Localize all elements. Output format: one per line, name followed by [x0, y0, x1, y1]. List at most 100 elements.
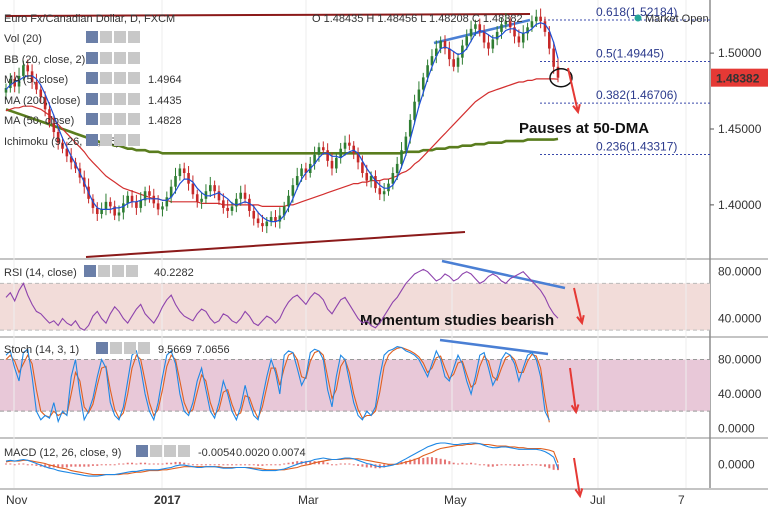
candle-body — [126, 195, 129, 204]
candle-body — [182, 168, 186, 174]
macd-hist-bar — [530, 464, 533, 466]
gear-icon[interactable] — [100, 93, 112, 105]
macd-hist-bar — [257, 464, 260, 466]
stoch-d-line — [5, 346, 550, 423]
macd-hist-bar — [48, 464, 51, 468]
macd-hist-bar — [383, 464, 386, 468]
eye-icon[interactable] — [136, 445, 148, 457]
close-icon[interactable] — [124, 342, 136, 354]
macd-hist-bar — [287, 462, 290, 465]
candle-body — [304, 168, 308, 174]
close-icon[interactable] — [114, 72, 126, 84]
candle-body — [391, 173, 395, 184]
macd-hist-bar — [217, 464, 220, 466]
indicator-controls[interactable] — [86, 52, 140, 64]
eye-icon[interactable] — [86, 93, 98, 105]
plus-icon[interactable] — [128, 134, 140, 146]
eye-icon[interactable] — [96, 342, 108, 354]
plus-icon[interactable] — [128, 113, 140, 125]
candle-body — [61, 142, 64, 149]
plus-icon[interactable] — [128, 52, 140, 64]
candle-body — [230, 206, 234, 211]
plus-icon[interactable] — [128, 31, 140, 43]
gear-icon[interactable] — [150, 445, 162, 457]
macd-hist-bar — [265, 464, 268, 466]
eye-icon[interactable] — [84, 265, 96, 277]
candle-body — [521, 33, 525, 43]
candle-body — [474, 24, 477, 29]
macd-hist-bar — [513, 464, 516, 466]
macd-hist-bar — [191, 464, 194, 466]
macd-hist-bar — [517, 464, 520, 466]
candle-body — [274, 217, 277, 222]
eye-icon[interactable] — [86, 52, 98, 64]
eye-icon[interactable] — [86, 72, 98, 84]
macd-hist-bar — [22, 463, 25, 465]
gear-icon[interactable] — [100, 31, 112, 43]
indicator-controls[interactable] — [86, 93, 140, 105]
eye-icon[interactable] — [86, 134, 98, 146]
highlight-circle — [549, 67, 573, 88]
close-icon[interactable] — [114, 93, 126, 105]
candle-body — [139, 200, 143, 208]
annotation-pause: Pauses at 50-DMA — [519, 120, 649, 137]
macd-hist-bar — [261, 464, 264, 466]
gear-icon[interactable] — [100, 52, 112, 64]
gear-icon[interactable] — [100, 134, 112, 146]
macd-hist-bar — [465, 463, 468, 465]
gear-icon[interactable] — [98, 265, 110, 277]
candle-body — [26, 65, 30, 72]
macd-hist-bar — [5, 463, 7, 465]
macd-hist-bar — [283, 463, 286, 465]
candle-body — [465, 36, 469, 46]
x-tick-label: Mar — [298, 493, 319, 507]
eye-icon[interactable] — [86, 31, 98, 43]
gear-icon[interactable] — [110, 342, 122, 354]
close-icon[interactable] — [164, 445, 176, 457]
close-icon[interactable] — [114, 113, 126, 125]
indicator-controls[interactable] — [86, 31, 140, 43]
indicator-controls[interactable] — [86, 113, 140, 125]
gear-icon[interactable] — [100, 113, 112, 125]
macd-hist-bar — [361, 464, 364, 467]
arrow-macd-down-head — [574, 488, 584, 499]
macd-controls[interactable] — [136, 445, 190, 457]
candle-body — [208, 185, 212, 192]
close-icon[interactable] — [114, 134, 126, 146]
plus-icon[interactable] — [128, 93, 140, 105]
plus-icon[interactable] — [138, 342, 150, 354]
candle-body — [378, 188, 382, 195]
stoch-controls[interactable] — [96, 342, 150, 354]
macd-value-2: 0.0020 — [236, 447, 270, 459]
indicator-controls[interactable] — [86, 134, 140, 146]
macd-hist-bar — [100, 464, 103, 466]
x-tick-label: 2017 — [154, 493, 181, 507]
candle-body — [117, 212, 121, 216]
candle-body — [169, 186, 173, 198]
close-icon[interactable] — [112, 265, 124, 277]
arrow-stoch-down-head — [570, 404, 580, 415]
macd-hist-bar — [274, 464, 277, 466]
indicator-controls[interactable] — [86, 72, 140, 84]
gear-icon[interactable] — [100, 72, 112, 84]
rsi-controls[interactable] — [84, 265, 138, 277]
plus-icon[interactable] — [178, 445, 190, 457]
price-tick-label: 1.40000 — [718, 198, 762, 212]
plus-icon[interactable] — [128, 72, 140, 84]
candle-body — [9, 78, 12, 89]
candle-body — [461, 45, 464, 58]
macd-hist-bar — [348, 463, 351, 465]
plus-icon[interactable] — [126, 265, 138, 277]
macd-hist-bar — [509, 464, 512, 466]
candle-body — [387, 183, 390, 192]
eye-icon[interactable] — [86, 113, 98, 125]
candle-body — [321, 147, 325, 151]
close-icon[interactable] — [114, 52, 126, 64]
candle-body — [217, 191, 221, 201]
stoch-tick-label: 40.0000 — [718, 387, 762, 401]
close-icon[interactable] — [114, 31, 126, 43]
candle-body — [165, 197, 169, 207]
macd-hist-bar — [291, 461, 294, 465]
fib-label: 0.618(1.52184) — [596, 5, 677, 19]
